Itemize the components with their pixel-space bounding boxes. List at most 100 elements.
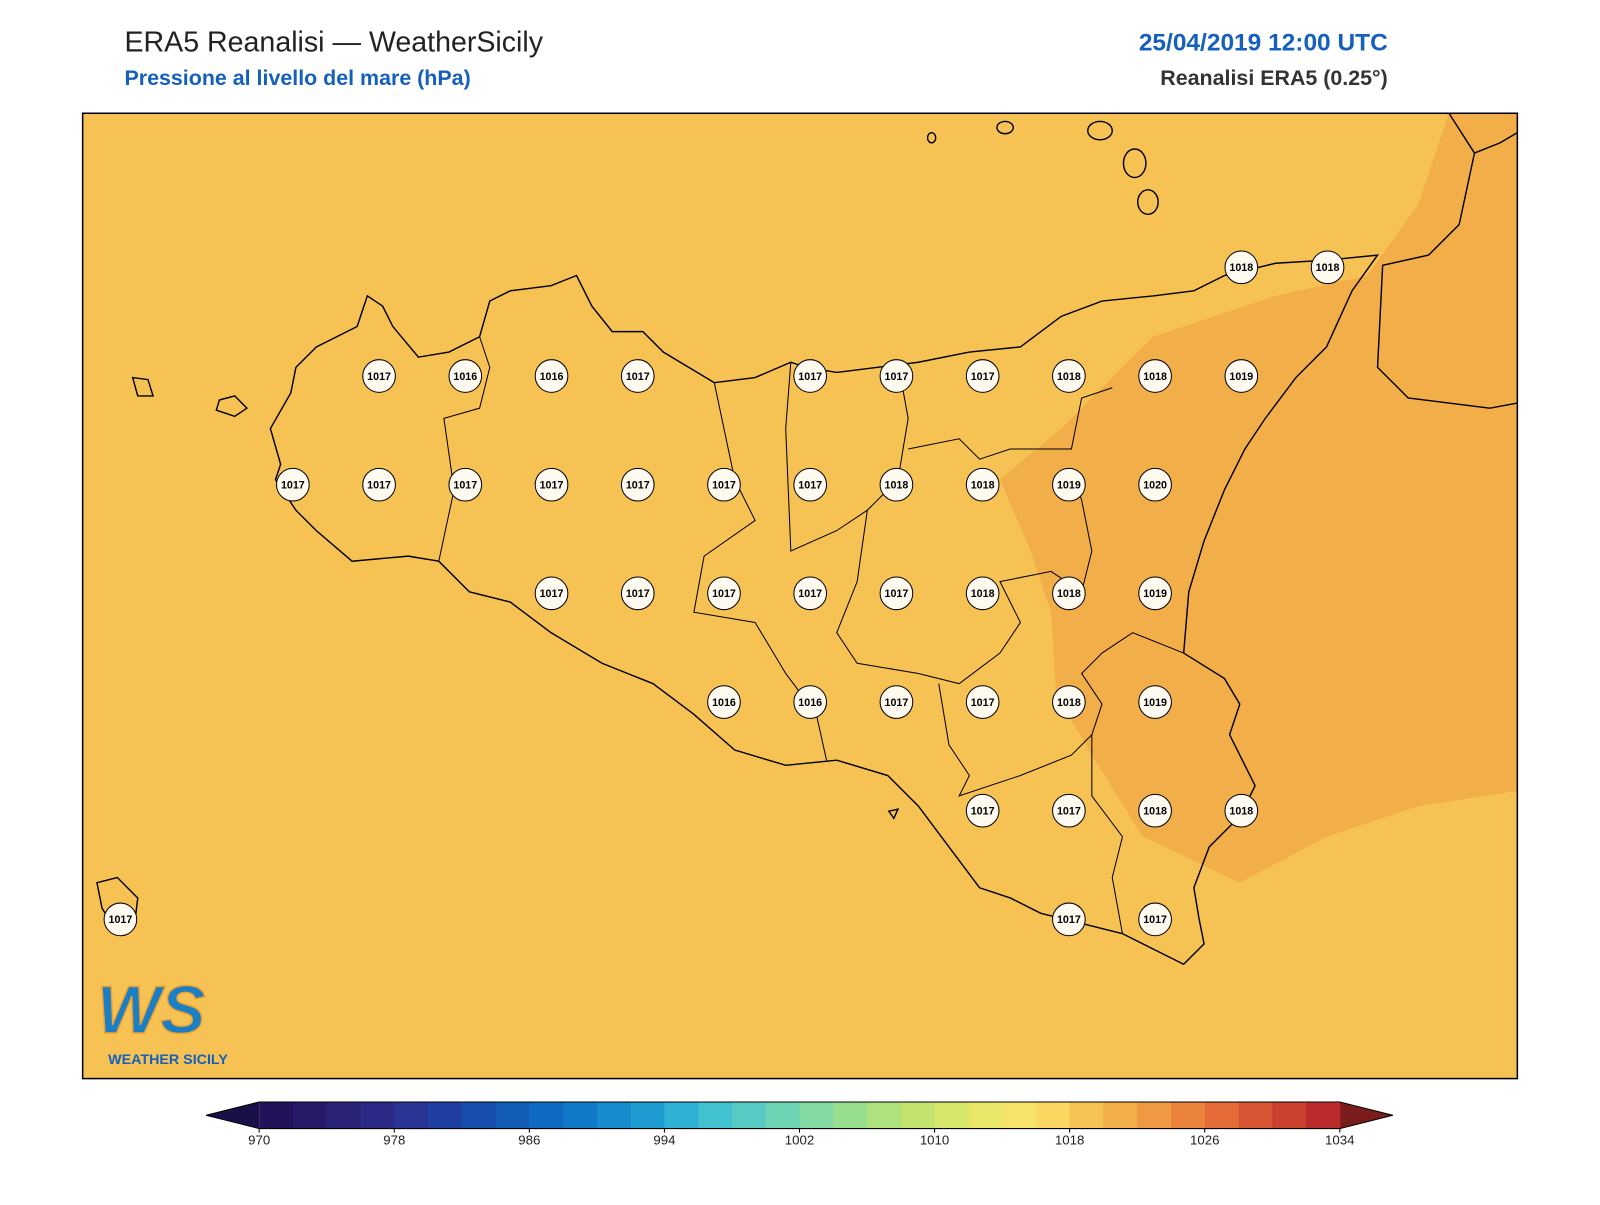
station-value: 1018	[1229, 806, 1253, 818]
station-marker	[1138, 467, 1172, 502]
station-value: 1018	[1057, 371, 1081, 383]
colorbar-tick-label: 1002	[785, 1132, 814, 1147]
station-marker	[707, 685, 741, 719]
logo: WS WEATHER SICILY	[96, 972, 228, 1068]
colorbar-bin	[867, 1102, 902, 1129]
stations: 1018 1018 1017 1016 1016 1017 1017 1017 1017 1018…	[103, 250, 1345, 937]
station-value: 1018	[971, 480, 995, 492]
station-marker	[879, 467, 914, 502]
station-value: 1017	[367, 480, 391, 492]
station-value: 1017	[885, 697, 909, 709]
colorbar-bin	[326, 1102, 362, 1129]
station-value: 1018	[1229, 262, 1253, 274]
colorbar-bin	[664, 1102, 699, 1129]
station-value: 1019	[1143, 697, 1167, 709]
colorbar-bin	[1238, 1102, 1273, 1129]
colorbar-bin	[1035, 1102, 1071, 1129]
station-value: 1017	[281, 480, 305, 492]
station-value: 1017	[885, 371, 909, 383]
colorbar-tick-label: 1034	[1325, 1132, 1354, 1147]
station-value: 1016	[798, 697, 822, 709]
station-marker	[1138, 902, 1172, 937]
station-marker	[620, 576, 655, 611]
station-marker	[1224, 250, 1259, 285]
station-marker	[707, 576, 741, 611]
station-marker	[448, 359, 483, 393]
station-value: 1017	[798, 371, 822, 383]
station-value: 1016	[712, 697, 736, 709]
station-marker	[1138, 576, 1172, 611]
colorbar-tick-label: 970	[248, 1132, 270, 1147]
field-high	[1000, 113, 1518, 883]
colorbar-tick-label: 994	[653, 1132, 675, 1147]
station-value: 1018	[885, 480, 909, 492]
colorbar-bin	[428, 1102, 463, 1129]
station-value: 1017	[1143, 914, 1167, 926]
station-value: 1018	[1143, 806, 1167, 818]
colorbar-bin	[968, 1102, 1003, 1129]
datetime: 25/04/2019 12:00 UTC	[1139, 29, 1388, 56]
colorbar-tick-label: 1018	[1055, 1132, 1084, 1147]
colorbar-bin	[259, 1102, 294, 1129]
colorbar-bin	[833, 1102, 868, 1129]
colorbar-tick-label: 1026	[1190, 1132, 1219, 1147]
station-value: 1017	[1057, 914, 1081, 926]
station-marker	[793, 685, 828, 719]
colorbar-bin	[529, 1102, 564, 1129]
map-frame	[81, 112, 1519, 1080]
colorbar-bin	[799, 1102, 834, 1129]
station-value: 1017	[1057, 806, 1081, 818]
station-marker	[1310, 250, 1345, 285]
station-marker	[1224, 793, 1259, 828]
station-value: 1018	[1057, 697, 1081, 709]
station-value: 1017	[712, 480, 736, 492]
station-marker	[1138, 685, 1172, 719]
station-marker	[1138, 793, 1172, 828]
station-value: 1017	[540, 588, 564, 600]
station-marker	[965, 685, 1000, 719]
station-marker	[534, 467, 569, 502]
colorbar-bin	[630, 1102, 665, 1129]
station-marker	[620, 359, 655, 393]
station-marker	[362, 467, 396, 502]
station-value: 1017	[626, 371, 650, 383]
station-value: 1016	[453, 371, 477, 383]
station-marker	[879, 359, 914, 393]
station-value: 1017	[971, 371, 995, 383]
station-marker	[1052, 359, 1086, 393]
station-marker	[965, 576, 1000, 611]
station-value: 1017	[109, 914, 133, 926]
station-value: 1017	[626, 588, 650, 600]
station-value: 1018	[1057, 588, 1081, 600]
colorbar-bin	[461, 1102, 497, 1129]
colorbar-bin	[1204, 1102, 1239, 1129]
colorbar-bin	[596, 1102, 632, 1129]
colorbar-tick-label: 986	[518, 1132, 540, 1147]
station-value: 1017	[971, 806, 995, 818]
station-value: 1017	[798, 480, 822, 492]
colorbar-extend-high	[1339, 1102, 1393, 1129]
colorbar-bin	[1103, 1102, 1138, 1129]
station-value: 1017	[885, 588, 909, 600]
colorbar-bin	[1306, 1102, 1341, 1129]
station-marker	[879, 576, 914, 611]
station-value: 1018	[971, 588, 995, 600]
station-marker	[276, 467, 310, 502]
colorbar-bin	[1272, 1102, 1307, 1129]
logo-name: WEATHER SICILY	[108, 1052, 228, 1068]
station-value: 1017	[798, 588, 822, 600]
station-marker	[1052, 576, 1086, 611]
station-value: 1017	[367, 371, 391, 383]
colorbar-bin	[563, 1102, 598, 1129]
colorbar-tick-label: 978	[383, 1132, 405, 1147]
station-value: 1017	[540, 480, 564, 492]
station-value: 1019	[1143, 588, 1167, 600]
subtitle: Pressione al livello del mare (hPa)	[124, 66, 470, 90]
title: ERA5 Reanalisi — WeatherSicily	[124, 26, 543, 58]
station-value: 1017	[971, 697, 995, 709]
colorbar-bin	[360, 1102, 395, 1129]
station-marker	[879, 685, 914, 719]
station-marker	[793, 576, 828, 611]
colorbar-bin	[292, 1102, 328, 1129]
